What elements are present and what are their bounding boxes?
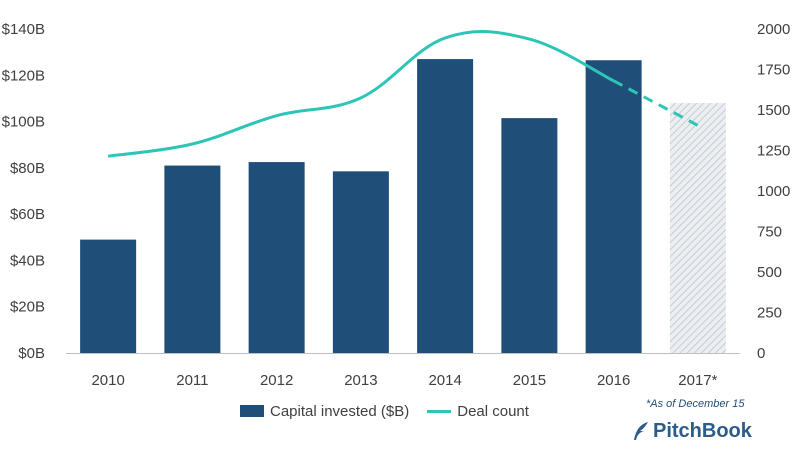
y-right-tick-label: 250 [757,305,782,322]
y-left-tick-label: $80B [10,160,45,177]
bar [417,59,474,353]
y-right-tick-label: 750 [757,224,782,241]
y-left-tick-label: $120B [2,67,45,84]
chart: $0B $20B $40B $60B $80B $100B $120B $140B 0 250 50… [2,21,791,389]
legend-item-capital: Capital invested ($B) [240,403,409,420]
bar [585,60,642,353]
brand-logo: PitchBook [632,418,752,444]
legend-label-deals: Deal count [457,402,529,420]
legend: Capital invested ($B) Deal count [240,399,547,423]
x-tick-label: 2016 [597,372,630,389]
legend-item-deals: Deal count [427,403,529,420]
y-left-tick-label: $60B [10,206,45,223]
legend-swatch-line [427,409,452,413]
legend-label-capital: Capital invested ($B) [270,402,410,420]
deal-count-line-projected [612,79,699,127]
x-tick-label: 2014 [428,372,461,389]
feather-icon [634,422,648,440]
y-left-tick-label: $0B [18,345,45,362]
footnote: *As of December 15 [646,398,745,410]
y-left-tick-label: $100B [2,114,45,131]
y-right-tick-label: 2000 [757,21,790,38]
y-left-tick-label: $40B [10,252,45,269]
x-tick-label: 2011 [176,372,208,389]
y-left-tick-label: $140B [2,21,45,38]
x-tick-label: 2010 [91,372,124,389]
y-right-tick-label: 1250 [757,143,790,160]
x-tick-label: 2017* [678,372,717,389]
y-right-tick-label: 0 [757,345,765,362]
x-tick-label: 2013 [344,372,377,389]
y-right-tick-label: 500 [757,264,782,281]
brand-name: PitchBook [653,419,752,442]
bar [669,103,726,353]
bar [164,165,221,353]
y-right-tick-label: 1000 [757,183,790,200]
bar [80,239,137,353]
x-tick-label: 2015 [513,372,546,389]
bar [248,162,305,353]
bar [332,171,389,353]
y-right-tick-label: 1500 [757,102,790,119]
x-tick-label: 2012 [260,372,293,389]
y-right-tick-label: 1750 [757,62,790,79]
y-left-tick-label: $20B [10,299,45,316]
bar [501,118,558,353]
deal-count-line [107,30,615,158]
legend-swatch-bar [240,405,264,417]
